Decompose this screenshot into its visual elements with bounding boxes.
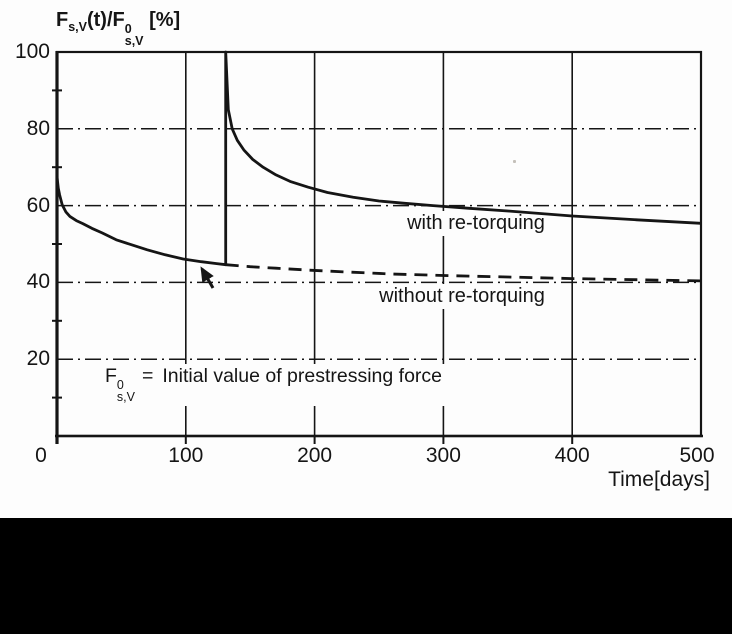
y-tick-label: 20	[26, 347, 50, 371]
labels-layer: Fs,V(t)/F 0 s,V [%] 20 40 60 80 100 0 100 200 300…	[14, 9, 715, 491]
curves-layer	[55, 50, 702, 289]
note-supsub-stack: 0 s,V	[116, 378, 135, 404]
title-subscript-1: s,V	[68, 20, 87, 34]
y-tick-label: 60	[26, 193, 50, 217]
x-tick-label: 400	[554, 444, 590, 467]
y-tick-label: 80	[26, 116, 50, 140]
scan-speck	[513, 160, 516, 163]
label-with-retorquing: with re-torquing	[401, 211, 551, 236]
title-superscript-2: 0	[124, 22, 132, 36]
y-axis-title: Fs,V(t)/F 0 s,V [%]	[56, 9, 180, 48]
x-tick-label: 0	[35, 444, 47, 467]
x-tick-label: 200	[297, 444, 333, 467]
label-without-retorquing: without re-torquing	[373, 284, 551, 309]
x-tick-label: 500	[679, 444, 715, 467]
note-superscript: 0	[116, 378, 124, 392]
initial-value-note: F 0 s,V = Initial value of prestressing forc…	[101, 364, 449, 406]
curve-with-re-torquing	[55, 50, 702, 267]
title-unit: [%]	[149, 9, 181, 31]
title-symbol-2: F	[112, 9, 125, 31]
y-tick-label: 40	[26, 270, 50, 294]
note-subscript: s,V	[116, 389, 135, 404]
x-tick-label: 300	[425, 444, 461, 467]
bottom-black-band	[0, 518, 732, 634]
title-subscript-2: s,V	[124, 33, 144, 48]
note-text: Initial value of prestressing force	[162, 365, 443, 387]
grid-layer	[52, 50, 703, 444]
y-tick-label: 100	[14, 40, 50, 63]
title-symbol-1: F	[56, 9, 69, 31]
note-equals: =	[141, 365, 154, 387]
title-middle: (t)/	[86, 9, 113, 31]
retorque-pointer-arrow	[200, 266, 215, 289]
x-tick-label: 100	[168, 444, 204, 467]
curve-without-re-torquing	[225, 263, 702, 283]
note-symbol: F	[105, 365, 117, 387]
title-supsub-stack: 0 s,V	[124, 22, 144, 48]
x-axis-title: Time[days]	[608, 468, 710, 491]
